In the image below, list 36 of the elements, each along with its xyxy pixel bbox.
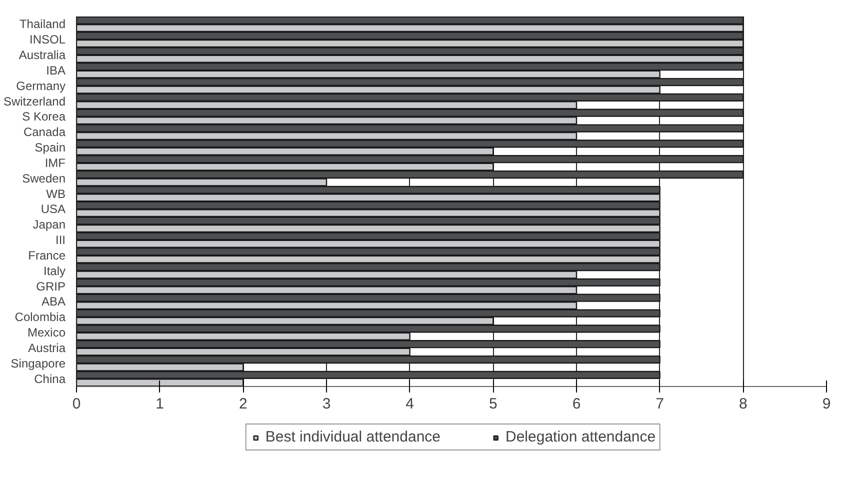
x-tick-label: 8 bbox=[738, 396, 748, 412]
y-tick-label: USA bbox=[40, 202, 66, 216]
y-tick-label: INSOL bbox=[29, 32, 66, 47]
y-tick-label: ABA bbox=[41, 294, 66, 309]
y-tick-label: Austria bbox=[28, 340, 66, 355]
y-tick-label: Singapore bbox=[10, 356, 66, 370]
y-tick-label: Canada bbox=[23, 125, 66, 140]
legend-label: Best individual attendance bbox=[265, 428, 440, 446]
x-tick-label: 9 bbox=[822, 396, 831, 412]
y-tick-label: Japan bbox=[32, 218, 66, 232]
y-tick-label: Australia bbox=[18, 48, 66, 62]
y-tick-label: S Korea bbox=[22, 110, 66, 124]
y-tick-label: Sweden bbox=[22, 171, 66, 186]
y-tick-label: GRIP bbox=[36, 279, 66, 294]
x-tick-label: 3 bbox=[322, 396, 331, 412]
x-tick-label: 4 bbox=[406, 396, 414, 412]
y-tick-label: China bbox=[34, 372, 66, 386]
x-tick-label: 1 bbox=[156, 396, 164, 412]
y-tick-label: Spain bbox=[34, 140, 66, 155]
y-tick-label: Thailand bbox=[19, 17, 66, 32]
y-tick-label: WB bbox=[46, 186, 66, 201]
legend-label: Delegation attendance bbox=[506, 428, 656, 446]
y-tick-label: IMF bbox=[44, 156, 66, 170]
y-tick-label: Switzerland bbox=[3, 94, 66, 108]
y-tick-label: France bbox=[28, 248, 66, 262]
y-tick-label: III bbox=[56, 233, 66, 248]
x-tick-label: 5 bbox=[488, 396, 498, 412]
x-tick-label: 2 bbox=[238, 396, 248, 412]
y-tick-label: IBA bbox=[46, 63, 66, 78]
y-tick-label: Colombia bbox=[14, 310, 66, 324]
x-tick-label: 0 bbox=[72, 396, 81, 412]
y-tick-label: Germany bbox=[16, 78, 66, 93]
y-tick-label: Italy bbox=[43, 264, 66, 278]
y-tick-label: Mexico bbox=[27, 326, 66, 340]
x-tick-label: 7 bbox=[656, 396, 664, 412]
x-tick-label: 6 bbox=[572, 396, 581, 412]
